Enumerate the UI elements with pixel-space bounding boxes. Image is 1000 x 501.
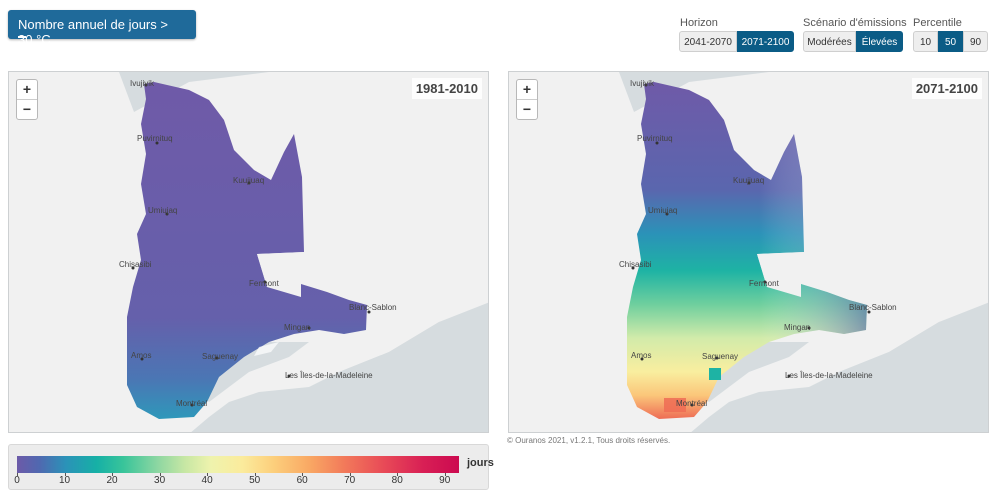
quebec-region	[127, 82, 367, 419]
place-saguenay: Saguenay	[702, 352, 738, 361]
hot-cell	[664, 398, 686, 412]
labrador-land	[757, 252, 804, 287]
map-historical-canvas: Ivujivik Puvirnituq Kuujjuaq Umiujaq Chi…	[9, 72, 488, 432]
legend-unit: jours	[467, 457, 494, 469]
place-montreal: Montréal	[176, 399, 207, 408]
variable-select-button[interactable]: Nombre annuel de jours > 30 °C	[8, 10, 196, 47]
gulf-water	[839, 312, 988, 402]
cool-cell	[709, 368, 721, 380]
place-amos: Amos	[631, 351, 651, 360]
legend-ticks: 0 10 20 30 40 50 60 70 80 90	[14, 473, 459, 489]
percentile-button-group: 10 50 90	[913, 31, 988, 52]
place-ivujivik: Ivujivik	[130, 79, 155, 88]
anticosti-island	[254, 342, 279, 356]
estuary-water	[699, 342, 809, 402]
legend-tick-label: 20	[106, 475, 118, 486]
place-puvirnituq: Puvirnituq	[137, 134, 173, 143]
color-legend: 0 10 20 30 40 50 60 70 80 90 jours	[8, 444, 494, 490]
place-kuujjuaq: Kuujjuaq	[233, 176, 264, 185]
legend-tick-label: 40	[201, 475, 213, 486]
legend-tick-mark	[64, 473, 66, 476]
legend-tick-mark	[159, 473, 161, 476]
legend-tick-mark	[349, 473, 351, 476]
place-montreal: Montréal	[676, 399, 707, 408]
place-iles-de-la-madeleine: Les Îles-de-la-Madeleine	[285, 371, 373, 380]
scenario-button-group: Modérées Élevées	[803, 31, 903, 52]
percentile-90-button[interactable]: 90	[963, 31, 988, 52]
period-label-historical: 1981-2010	[411, 78, 482, 99]
legend-tick-mark	[444, 473, 446, 476]
place-chisasibi: Chisasibi	[119, 260, 152, 269]
scenario-moderees-button[interactable]: Modérées	[803, 31, 856, 52]
place-mingan: Mingan	[784, 323, 810, 332]
place-puvirnituq: Puvirnituq	[637, 134, 673, 143]
legend-tick-label: 60	[296, 475, 308, 486]
place-ivujivik: Ivujivik	[630, 79, 655, 88]
labrador-land	[257, 252, 304, 287]
place-saguenay: Saguenay	[202, 352, 238, 361]
legend-tick-label: 10	[58, 475, 71, 486]
legend-tick-label: 0	[14, 475, 20, 486]
map-future[interactable]: Ivujivik Puvirnituq Kuujjuaq Umiujaq Chi…	[508, 71, 989, 433]
period-label-future: 2071-2100	[911, 78, 982, 99]
legend-tick-label: 50	[249, 475, 261, 486]
place-amos: Amos	[131, 351, 151, 360]
quebec-region-east-shade	[627, 82, 867, 419]
place-blanc-sablon: Blanc-Sablon	[849, 303, 897, 312]
legend-tick-mark	[302, 473, 304, 476]
legend-tick-mark	[17, 473, 18, 476]
estuary-water	[199, 342, 309, 402]
place-kuujjuaq: Kuujjuaq	[733, 176, 764, 185]
percentile-50-button[interactable]: 50	[938, 31, 963, 52]
legend-tick-label: 30	[154, 475, 166, 486]
copyright-footer: © Ouranos 2021, v1.2.1, Tous droits rése…	[507, 436, 671, 445]
percentile-label: Percentile	[913, 17, 962, 29]
place-fermont: Fermont	[249, 279, 280, 288]
gulf-water	[339, 312, 488, 402]
variable-label: Nombre annuel de jours > 30 °C	[18, 17, 168, 47]
horizon-label: Horizon	[680, 17, 718, 29]
place-umiujaq: Umiujaq	[148, 206, 177, 215]
percentile-10-button[interactable]: 10	[913, 31, 938, 52]
place-chisasibi: Chisasibi	[619, 260, 652, 269]
map-future-canvas: Ivujivik Puvirnituq Kuujjuaq Umiujaq Chi…	[509, 72, 988, 432]
horizon-2041-2070-button[interactable]: 2041-2070	[679, 31, 737, 52]
scenario-label: Scénario d'émissions	[803, 17, 907, 29]
legend-tick-mark	[207, 473, 209, 476]
dropdown-caret-icon	[18, 36, 26, 38]
legend-tick-label: 80	[391, 475, 403, 486]
place-mingan: Mingan	[284, 323, 310, 332]
legend-tick-mark	[112, 473, 114, 476]
legend-color-bar	[17, 456, 459, 473]
place-fermont: Fermont	[749, 279, 780, 288]
place-iles-de-la-madeleine: Les Îles-de-la-Madeleine	[785, 371, 873, 380]
zoom-out-button[interactable]: −	[22, 101, 32, 117]
horizon-2071-2100-button[interactable]: 2071-2100	[737, 31, 794, 52]
zoom-in-button[interactable]: +	[17, 80, 37, 100]
legend-tick-label: 90	[439, 475, 451, 486]
zoom-in-button[interactable]: +	[517, 80, 537, 100]
horizon-button-group: 2041-2070 2071-2100	[679, 31, 794, 52]
legend-tick-mark	[397, 473, 399, 476]
place-umiujaq: Umiujaq	[648, 206, 677, 215]
map-historical[interactable]: Ivujivik Puvirnituq Kuujjuaq Umiujaq Chi…	[8, 71, 489, 433]
zoom-out-button[interactable]: −	[522, 101, 532, 117]
zoom-control: + −	[516, 79, 538, 120]
legend-tick-mark	[254, 473, 256, 476]
place-blanc-sablon: Blanc-Sablon	[349, 303, 397, 312]
scenario-elevees-button[interactable]: Élevées	[856, 31, 903, 52]
legend-tick-label: 70	[344, 475, 356, 486]
zoom-control: + −	[16, 79, 38, 120]
